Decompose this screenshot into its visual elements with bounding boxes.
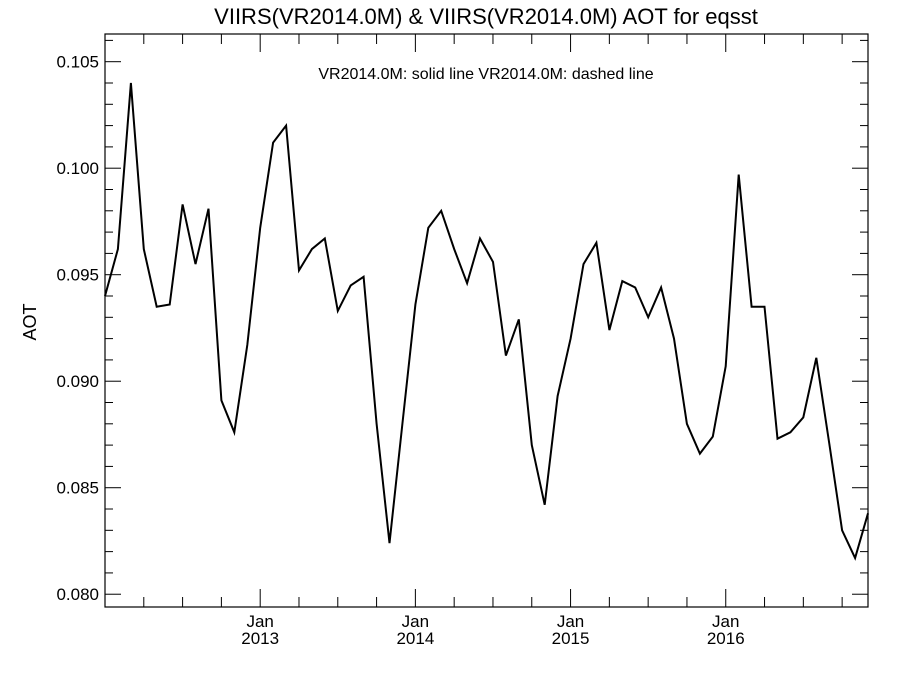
x-tick-label-year: 2014 — [396, 629, 434, 648]
y-axis: 0.080 0.085 0.090 0.095 0.100 0.105 — [56, 39, 868, 604]
series-group — [104, 82, 869, 561]
x-tick-label-year: 2016 — [707, 629, 745, 648]
y-tick-label: 0.095 — [56, 266, 99, 285]
x-tick-label-month: Jan — [712, 612, 739, 631]
y-axis-title: AOT — [20, 303, 40, 340]
plot-frame — [104, 33, 869, 608]
y-tick-label: 0.085 — [56, 479, 99, 498]
x-tick-label-month: Jan — [246, 612, 273, 631]
x-tick-label-year: 2015 — [552, 629, 590, 648]
x-tick-label-month: Jan — [402, 612, 429, 631]
y-tick-label: 0.090 — [56, 372, 99, 391]
y-tick-label: 0.105 — [56, 53, 99, 72]
y-tick-label: 0.080 — [56, 585, 99, 604]
series-line-solid — [104, 82, 869, 561]
chart-title: VIIRS(VR2014.0M) & VIIRS(VR2014.0M) AOT … — [214, 4, 758, 29]
y-tick-label: 0.100 — [56, 159, 99, 178]
x-tick-label-year: 2013 — [241, 629, 279, 648]
x-tick-label-month: Jan — [557, 612, 584, 631]
chart-annotation: VR2014.0M: solid line VR2014.0M: dashed … — [318, 66, 653, 83]
